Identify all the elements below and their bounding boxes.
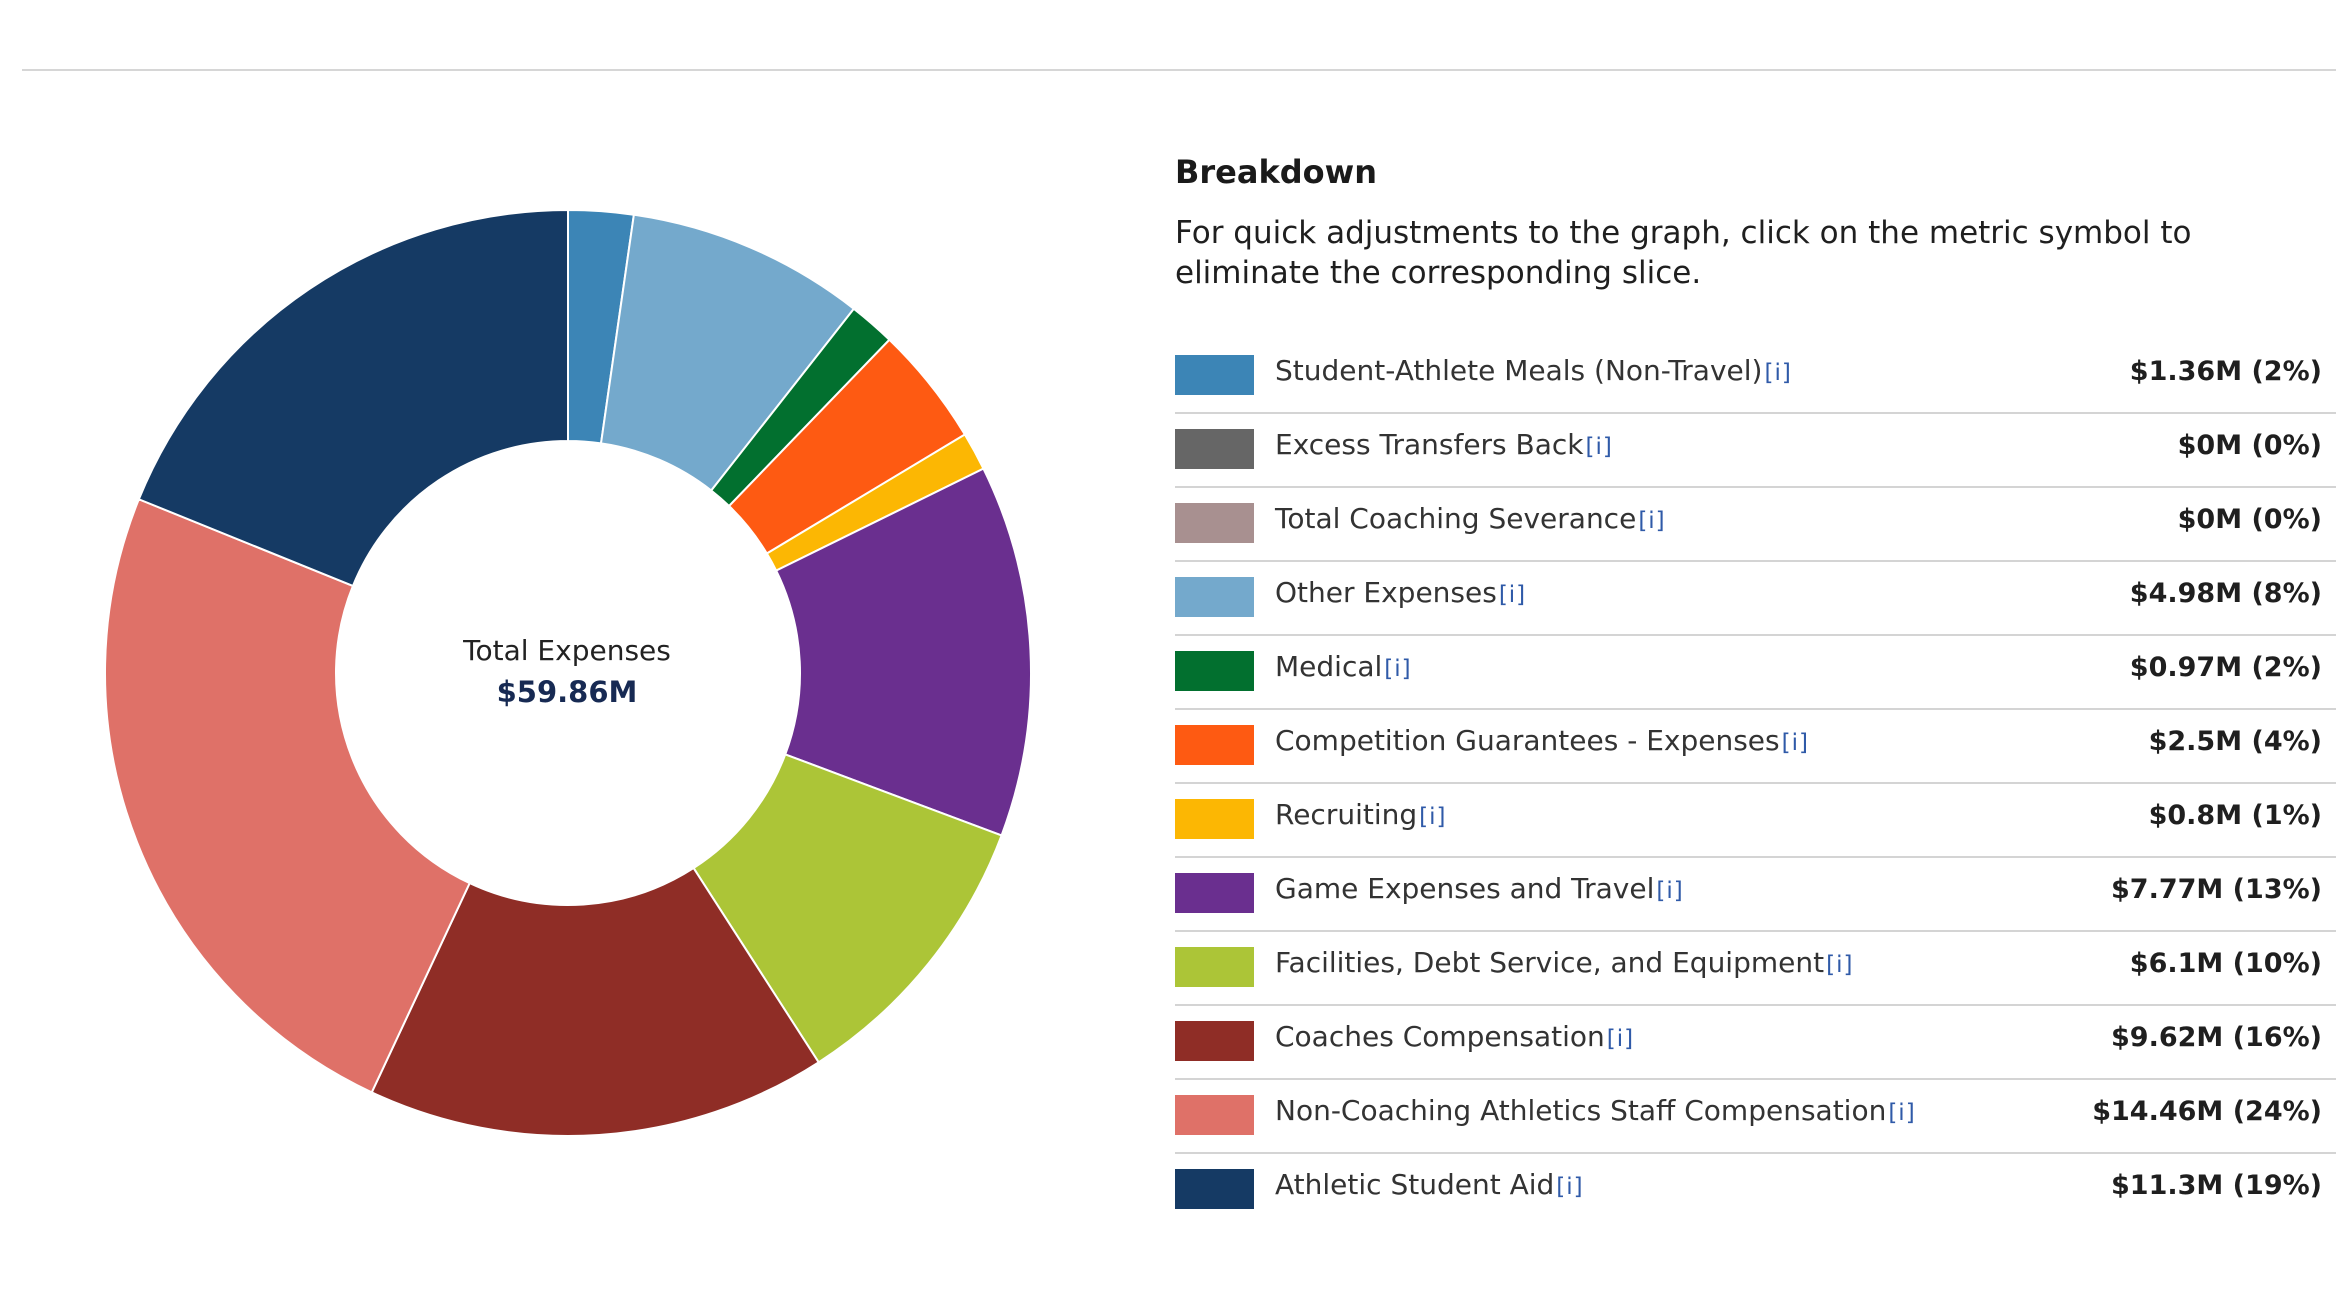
legend-label-text: Student-Athlete Meals (Non-Travel) <box>1275 354 1763 387</box>
donut-slice[interactable] <box>104 497 471 1094</box>
legend-label: Total Coaching Severance[i] <box>1275 502 1666 535</box>
donut-slice[interactable] <box>370 866 821 1137</box>
legend-label-text: Non-Coaching Athletics Staff Compensatio… <box>1275 1094 1887 1127</box>
breakdown-heading: Breakdown <box>1175 153 1377 191</box>
legend-swatch[interactable] <box>1175 355 1254 395</box>
legend-row: Medical[i] $0.97M (2%) <box>1175 636 2336 710</box>
legend-label: Recruiting[i] <box>1275 798 1446 831</box>
legend-label-text: Total Coaching Severance <box>1275 502 1637 535</box>
breakdown-description: For quick adjustments to the graph, clic… <box>1175 215 2192 291</box>
legend-label: Athletic Student Aid[i] <box>1275 1168 1584 1201</box>
info-link[interactable]: [i] <box>1384 656 1412 682</box>
donut-center-value: $59.86M <box>496 675 638 709</box>
info-link[interactable]: [i] <box>1606 1026 1635 1052</box>
legend-row: Recruiting[i] $0.8M (1%) <box>1175 784 2336 858</box>
legend-value: $7.77M (13%) <box>2111 874 2322 905</box>
info-link[interactable]: [i] <box>1781 730 1809 756</box>
legend-row: Student-Athlete Meals (Non-Travel)[i] $1.… <box>1175 340 2336 414</box>
legend-swatch[interactable] <box>1175 1021 1254 1061</box>
legend-label: Student-Athlete Meals (Non-Travel)[i] <box>1275 354 1792 387</box>
legend-row: Coaches Compensation[i] $9.62M (16%) <box>1175 1006 2336 1080</box>
legend-swatch[interactable] <box>1175 577 1254 617</box>
legend-row: Facilities, Debt Service, and Equipment[… <box>1175 932 2336 1006</box>
legend-swatch[interactable] <box>1175 1169 1254 1209</box>
info-link[interactable]: [i] <box>1888 1100 1916 1126</box>
legend-label-text: Competition Guarantees - Expenses <box>1275 724 1780 757</box>
legend-swatch[interactable] <box>1175 429 1254 469</box>
info-link[interactable]: [i] <box>1638 508 1666 534</box>
legend-value: $14.46M (24%) <box>2092 1096 2322 1127</box>
legend-value: $4.98M (8%) <box>2129 578 2322 609</box>
top-divider <box>22 69 2336 71</box>
donut-chart-svg <box>104 208 1032 1137</box>
info-link[interactable]: [i] <box>1764 360 1792 386</box>
legend-swatch[interactable] <box>1175 799 1254 839</box>
legend-swatch[interactable] <box>1175 947 1254 987</box>
legend-row: Total Coaching Severance[i] $0M (0%) <box>1175 488 2336 562</box>
legend-swatch[interactable] <box>1175 873 1254 913</box>
legend-label: Non-Coaching Athletics Staff Compensatio… <box>1275 1094 1916 1127</box>
info-link[interactable]: [i] <box>1556 1174 1584 1200</box>
legend-label-text: Athletic Student Aid <box>1275 1168 1555 1201</box>
donut-chart: Total Expenses $59.86M <box>0 0 1140 1314</box>
legend-row: Competition Guarantees - Expenses[i] $2.5… <box>1175 710 2336 784</box>
legend-swatch[interactable] <box>1175 503 1254 543</box>
legend-value: $11.3M (19%) <box>2111 1170 2322 1201</box>
legend-label-text: Recruiting <box>1275 798 1418 831</box>
legend-value: $0.97M (2%) <box>2129 652 2322 683</box>
breakdown-panel: Breakdown For quick adjustments to the g… <box>1175 0 2336 1314</box>
legend-label-text: Other Expenses <box>1275 576 1497 609</box>
legend-label-text: Excess Transfers Back <box>1275 428 1584 461</box>
legend-row: Other Expenses[i] $4.98M (8%) <box>1175 562 2336 636</box>
info-link[interactable]: [i] <box>1498 582 1527 608</box>
legend-value: $9.62M (16%) <box>2111 1022 2322 1053</box>
legend-label-text: Coaches Compensation <box>1275 1020 1605 1053</box>
donut-slice[interactable] <box>692 753 1003 1064</box>
legend-value: $0M (0%) <box>2177 430 2322 461</box>
legend-label-text: Medical <box>1275 650 1383 683</box>
legend-label: Medical[i] <box>1275 650 1412 683</box>
legend-swatch[interactable] <box>1175 1095 1254 1135</box>
legend-label: Game Expenses and Travel[i] <box>1275 872 1684 905</box>
legend-row: Non-Coaching Athletics Staff Compensatio… <box>1175 1080 2336 1154</box>
legend-value: $1.36M (2%) <box>2129 356 2322 387</box>
legend-value: $6.1M (10%) <box>2129 948 2322 979</box>
legend-row: Excess Transfers Back[i] $0M (0%) <box>1175 414 2336 488</box>
legend-swatch[interactable] <box>1175 725 1254 765</box>
legend-label-text: Facilities, Debt Service, and Equipment <box>1275 946 1825 979</box>
legend-label: Other Expenses[i] <box>1275 576 1526 609</box>
legend-value: $0.8M (1%) <box>2148 800 2322 831</box>
info-link[interactable]: [i] <box>1826 952 1854 978</box>
legend-label: Excess Transfers Back[i] <box>1275 428 1613 461</box>
donut-center-title: Total Expenses <box>463 634 671 667</box>
info-link[interactable]: [i] <box>1585 434 1613 460</box>
legend-label: Facilities, Debt Service, and Equipment[… <box>1275 946 1853 979</box>
legend-list: Student-Athlete Meals (Non-Travel)[i] $1.… <box>1175 340 2336 1228</box>
legend-label: Coaches Compensation[i] <box>1275 1020 1634 1053</box>
legend-row: Game Expenses and Travel[i] $7.77M (13%) <box>1175 858 2336 932</box>
legend-label-text: Game Expenses and Travel <box>1275 872 1655 905</box>
donut-slice[interactable] <box>137 208 569 588</box>
legend-value: $0M (0%) <box>2177 504 2322 535</box>
legend-label: Competition Guarantees - Expenses[i] <box>1275 724 1809 757</box>
donut-slice[interactable] <box>774 467 1032 837</box>
info-link[interactable]: [i] <box>1419 804 1447 830</box>
legend-swatch[interactable] <box>1175 651 1254 691</box>
info-link[interactable]: [i] <box>1656 878 1684 904</box>
legend-value: $2.5M (4%) <box>2148 726 2322 757</box>
legend-row: Athletic Student Aid[i] $11.3M (19%) <box>1175 1154 2336 1228</box>
